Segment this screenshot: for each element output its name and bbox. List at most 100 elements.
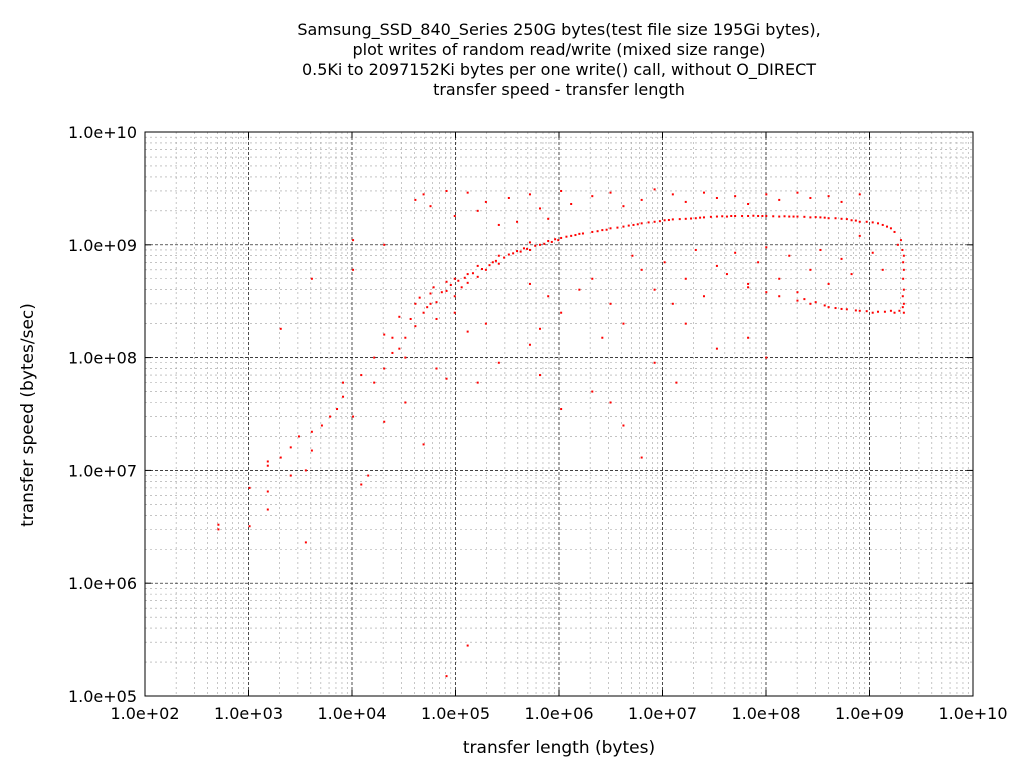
data-point (893, 230, 896, 233)
data-point (901, 295, 904, 298)
data-point (601, 229, 604, 232)
x-tick-label: 1.0e+09 (835, 704, 904, 723)
data-point (373, 356, 376, 359)
data-point (684, 200, 687, 203)
data-point (678, 218, 681, 221)
data-point (539, 374, 542, 377)
data-point (547, 217, 550, 220)
data-point (522, 247, 525, 250)
data-point (783, 215, 786, 218)
x-tick-label: 1.0e+02 (110, 704, 179, 723)
data-point (871, 311, 874, 314)
data-point (471, 272, 474, 275)
data-point (360, 483, 363, 486)
data-point (632, 223, 635, 226)
data-point (694, 248, 697, 251)
data-point (616, 226, 619, 229)
data-point (289, 446, 292, 449)
data-point (574, 234, 577, 237)
data-point (889, 309, 892, 312)
data-point (609, 191, 612, 194)
data-point (747, 336, 750, 339)
data-point (902, 288, 905, 291)
data-point (757, 261, 760, 264)
data-point (840, 217, 843, 220)
data-point (715, 215, 718, 218)
data-point (653, 220, 656, 223)
data-point (653, 288, 656, 291)
data-point (383, 367, 386, 370)
data-point (765, 291, 768, 294)
data-point (404, 336, 407, 339)
data-point (488, 264, 491, 267)
data-point (653, 361, 656, 364)
data-point (858, 309, 861, 312)
data-point (266, 460, 269, 463)
x-tick-label: 1.0e+07 (628, 704, 697, 723)
data-point (640, 268, 643, 271)
data-point (435, 367, 438, 370)
data-point (792, 215, 795, 218)
data-point (404, 356, 407, 359)
data-point (788, 254, 791, 257)
data-point (671, 218, 674, 221)
data-point (663, 219, 666, 222)
data-point (352, 268, 355, 271)
data-point (663, 261, 666, 264)
data-point (560, 189, 563, 192)
data-point (622, 322, 625, 325)
data-point (709, 215, 712, 218)
data-point (460, 286, 463, 289)
data-point (480, 268, 483, 271)
data-point (734, 251, 737, 254)
data-point (304, 541, 307, 544)
data-point (310, 449, 313, 452)
data-point (850, 219, 853, 222)
data-point (734, 195, 737, 198)
x-tick-label: 1.0e+03 (214, 704, 283, 723)
data-point (591, 230, 594, 233)
x-tick-label: 1.0e+10 (938, 704, 1007, 723)
data-point (516, 220, 519, 223)
data-point (715, 196, 718, 199)
data-point (823, 304, 826, 307)
data-point (248, 525, 251, 528)
data-point (373, 381, 376, 384)
data-point (819, 248, 822, 251)
data-point (414, 198, 417, 201)
data-point (494, 259, 497, 262)
data-point (809, 196, 812, 199)
y-tick-label: 1.0e+08 (68, 349, 137, 368)
data-point (526, 247, 529, 250)
data-point (484, 322, 487, 325)
title-line-3: 0.5Ki to 2097152Ki bytes per one write()… (301, 60, 817, 79)
data-point (889, 227, 892, 230)
data-point (893, 311, 896, 314)
data-point (747, 215, 750, 218)
data-point (519, 250, 522, 253)
data-point (690, 217, 693, 220)
data-point (871, 221, 874, 224)
data-point (778, 198, 781, 201)
data-point (684, 322, 687, 325)
data-point (352, 415, 355, 418)
data-point (640, 198, 643, 201)
grid (145, 132, 973, 696)
data-point (675, 381, 678, 384)
data-point (491, 261, 494, 264)
data-point (484, 200, 487, 203)
data-point (435, 317, 438, 320)
data-point (902, 302, 905, 305)
data-point (289, 474, 292, 477)
data-point (834, 307, 837, 310)
data-point (631, 254, 634, 257)
data-point (653, 188, 656, 191)
data-point (876, 310, 879, 313)
data-point (466, 273, 469, 276)
title-line-2: plot writes of random read/write (mixed … (352, 40, 766, 59)
data-point (528, 343, 531, 346)
data-point (609, 302, 612, 305)
data-point (516, 250, 519, 253)
data-point (694, 217, 697, 220)
data-point (398, 347, 401, 350)
